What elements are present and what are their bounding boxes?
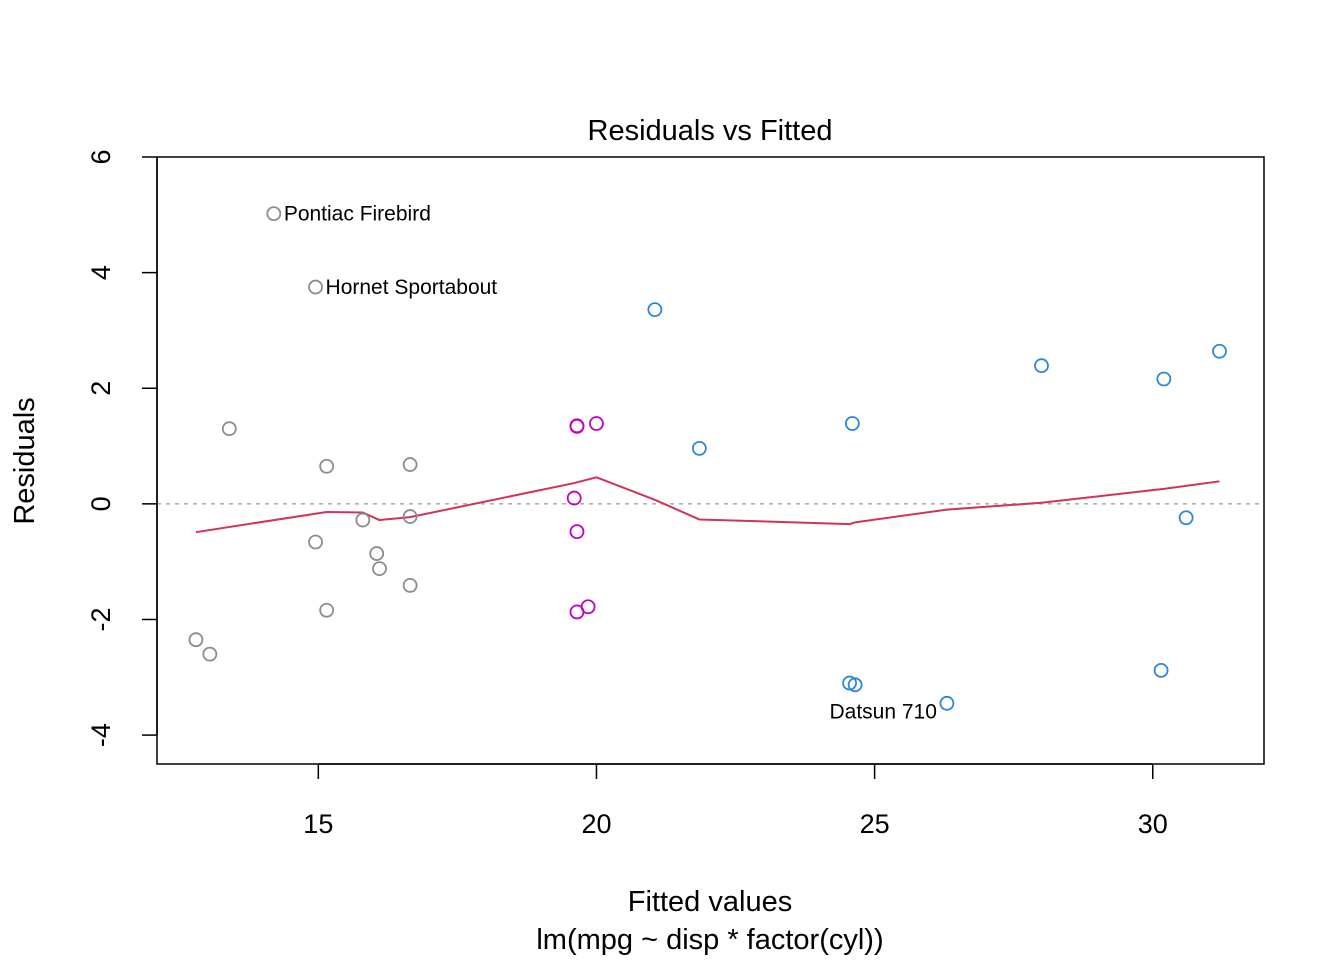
y-tick-label: 0 <box>86 496 116 511</box>
y-tick-label: 2 <box>86 381 116 396</box>
residual-point-8cyl <box>202 646 218 662</box>
residual-point-8cyl <box>355 512 371 528</box>
residual-point-6cyl <box>580 599 596 615</box>
y-tick-label: -2 <box>86 607 116 631</box>
residual-point-8cyl <box>402 457 418 472</box>
residual-point-8cyl <box>402 509 418 524</box>
residual-point-8cyl <box>319 602 335 618</box>
residual-point-6cyl <box>569 418 585 434</box>
residual-point-8cyl <box>402 577 418 593</box>
x-tick-label: 15 <box>303 809 333 839</box>
y-tick-label: 6 <box>86 149 116 164</box>
residual-point-8cyl <box>188 632 204 648</box>
x-axis: 15 20 25 30 <box>303 763 1168 839</box>
y-tick-label: -4 <box>86 723 116 747</box>
residual-points <box>188 206 1227 711</box>
residual-point-8cyl <box>372 561 387 577</box>
residual-point-4cyl <box>1034 358 1049 374</box>
residual-point-6cyl <box>566 490 582 506</box>
point-label: Datsun 710 <box>829 700 936 723</box>
y-axis: -4 -2 0 2 4 6 <box>86 149 158 747</box>
residual-point-4cyl <box>844 416 860 431</box>
residual-point-6cyl <box>569 524 585 540</box>
residual-point-4cyl <box>939 695 955 711</box>
x-tick-label: 25 <box>860 809 890 839</box>
residual-point-4cyl <box>1212 343 1227 359</box>
point-label: Hornet Sportabout <box>326 276 498 299</box>
y-tick-label: 4 <box>86 265 116 280</box>
residual-point-8cyl <box>266 206 282 222</box>
x-tick-label: 30 <box>1138 809 1168 839</box>
point-labels: Pontiac Firebird Hornet Sportabout Datsun … <box>284 203 937 724</box>
residual-point-4cyl <box>691 440 707 456</box>
smoother-line <box>195 476 1220 534</box>
x-axis-sublabel: lm(mpg ~ disp * factor(cyl)) <box>536 924 883 956</box>
residual-point-8cyl <box>369 546 385 561</box>
point-label: Pontiac Firebird <box>284 203 431 226</box>
residual-point-6cyl <box>589 416 604 431</box>
residual-point-4cyl <box>647 302 663 318</box>
chart-title: Residuals vs Fitted <box>588 115 833 147</box>
residual-point-8cyl <box>319 458 335 474</box>
residual-point-4cyl <box>1156 371 1172 387</box>
residual-point-8cyl <box>308 534 323 550</box>
x-tick-label: 20 <box>581 809 611 839</box>
residual-point-8cyl <box>308 279 323 295</box>
x-axis-label: Fitted values <box>628 886 792 918</box>
residual-point-8cyl <box>221 421 237 437</box>
y-axis-label: Residuals <box>9 397 41 524</box>
residual-point-4cyl <box>1153 662 1169 678</box>
residual-point-4cyl <box>847 677 863 693</box>
residual-point-4cyl <box>1178 510 1194 526</box>
